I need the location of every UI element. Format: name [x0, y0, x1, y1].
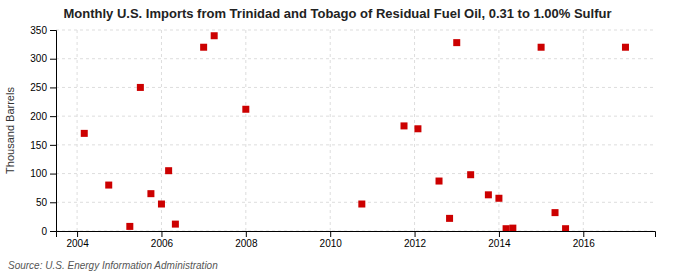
- y-tick: 300: [30, 53, 56, 64]
- x-tick-label: 2010: [320, 238, 343, 249]
- points: [81, 32, 629, 231]
- point: [401, 122, 408, 129]
- y-tick-mark: [50, 202, 56, 203]
- point: [158, 201, 165, 208]
- point: [485, 191, 492, 198]
- point: [509, 225, 516, 231]
- y-grid-line: [56, 202, 655, 203]
- point: [436, 178, 443, 185]
- y-tick-mark: [50, 116, 56, 117]
- y-grid-line: [56, 87, 655, 88]
- point: [211, 32, 218, 39]
- y-grid-line: [56, 58, 655, 59]
- y-tick-label: 150: [30, 140, 47, 151]
- point: [126, 223, 133, 230]
- point: [562, 225, 569, 231]
- x-tick-label: 2014: [488, 238, 511, 249]
- x-tick: 2008: [235, 231, 258, 249]
- y-tick-mark: [50, 174, 56, 175]
- y-tick: 350: [30, 25, 56, 36]
- plot: 2004 2006 2008 2010 2012 2014 2016 0 50 100 150 200…: [30, 25, 655, 249]
- x-tick-mark: [330, 231, 331, 237]
- point: [446, 215, 453, 222]
- y-tick-label: 300: [30, 53, 47, 64]
- y-tick-label: 100: [30, 168, 47, 179]
- x-tick: 2004: [66, 231, 89, 249]
- y-grid-line: [56, 173, 655, 174]
- grid: [56, 30, 655, 231]
- x-tick: 2016: [573, 231, 596, 249]
- point: [137, 84, 144, 91]
- x-tick: 2012: [404, 231, 427, 249]
- x-tick: 2014: [488, 231, 511, 249]
- x-grid-line: [583, 30, 584, 231]
- x-tick-label: 2012: [404, 238, 427, 249]
- point: [538, 44, 545, 51]
- x-grid-line: [245, 30, 246, 231]
- x-axis: 2004 2006 2008 2010 2012 2014 2016: [57, 231, 656, 249]
- point: [453, 39, 460, 46]
- y-tick-label: 200: [30, 111, 47, 122]
- y-axis: 0 50 100 150 200 250 300 350: [30, 25, 56, 237]
- x-tick-label: 2008: [235, 238, 258, 249]
- y-tick: 100: [30, 168, 56, 179]
- point: [165, 167, 172, 174]
- x-tick-label: 2006: [151, 238, 174, 249]
- point: [172, 221, 179, 228]
- chart: 2004 2006 2008 2010 2012 2014 2016 0 50 100 150 200…: [0, 0, 675, 275]
- y-tick: 0: [41, 226, 56, 237]
- point: [242, 106, 249, 113]
- x-tick-mark: [583, 231, 584, 237]
- y-tick: 50: [36, 197, 56, 208]
- point: [503, 225, 510, 231]
- point: [622, 44, 629, 51]
- x-tick-mark: [77, 231, 78, 237]
- y-grid-line: [56, 116, 655, 117]
- y-tick-mark: [50, 145, 56, 146]
- annotation: Source: U.S. Energy Information Administ…: [8, 260, 218, 271]
- point: [358, 201, 365, 208]
- y-axis-line: [50, 31, 57, 232]
- y-tick-mark: [50, 30, 56, 31]
- point: [414, 125, 421, 132]
- x-tick: 2010: [320, 231, 343, 249]
- point: [147, 190, 154, 197]
- y-tick-label: 250: [30, 82, 47, 93]
- y-axis-label: Thousand Barrels: [4, 87, 16, 174]
- y-tick-mark: [50, 87, 56, 88]
- point: [495, 195, 502, 202]
- x-tick-mark: [161, 231, 162, 237]
- point: [200, 44, 207, 51]
- y-tick-label: 0: [41, 226, 47, 237]
- y-tick-label: 350: [30, 25, 47, 36]
- title: Monthly U.S. Imports from Trinidad and T…: [64, 6, 612, 21]
- x-grid-line: [330, 30, 331, 231]
- x-axis-line: [57, 232, 656, 238]
- point: [81, 130, 88, 137]
- y-grid-line: [56, 144, 655, 145]
- x-tick: 2006: [151, 231, 174, 249]
- y-tick: 150: [30, 140, 56, 151]
- point: [467, 171, 474, 178]
- y-tick-mark: [50, 59, 56, 60]
- x-tick-label: 2004: [66, 238, 89, 249]
- point: [552, 209, 559, 216]
- x-tick-mark: [246, 231, 247, 237]
- y-grid-line: [56, 30, 655, 31]
- x-tick-mark: [415, 231, 416, 237]
- x-grid-line: [77, 30, 78, 231]
- y-tick: 250: [30, 82, 56, 93]
- x-tick-mark: [499, 231, 500, 237]
- y-tick: 200: [30, 111, 56, 122]
- x-tick-label: 2016: [573, 238, 596, 249]
- y-tick-mark: [50, 231, 56, 232]
- y-tick-label: 50: [36, 197, 48, 208]
- point: [105, 182, 112, 189]
